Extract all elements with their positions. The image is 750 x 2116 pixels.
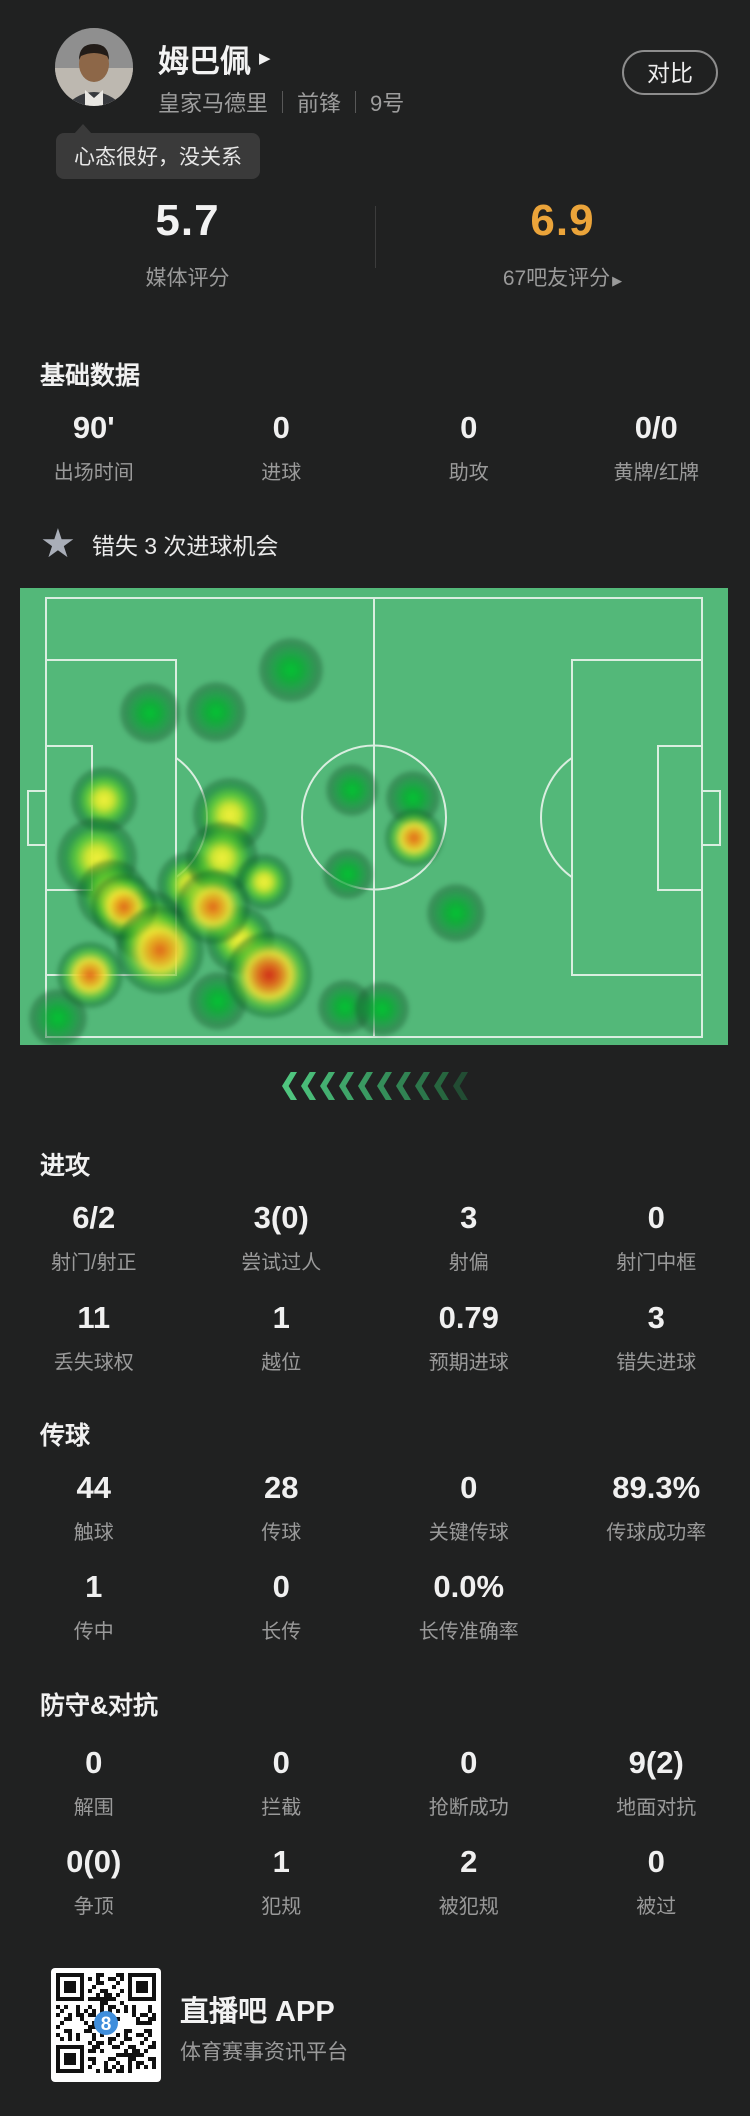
stat-cell: 0 进球 <box>261 410 302 484</box>
player-dropdown-icon: ▶ <box>259 50 271 67</box>
attack-direction-arrows <box>0 1072 750 1100</box>
qr-code: 8 <box>51 1968 161 2082</box>
player-number: 9号 <box>370 91 405 116</box>
left-chevron-icon <box>320 1072 335 1100</box>
stat-cell: 28 传球 <box>261 1470 302 1544</box>
basic-stats-grid: 90' 出场时间 0 进球 0 助攻 0/0 黄牌/红牌 <box>0 410 750 485</box>
section-title-passing: 传球 <box>40 1422 91 1450</box>
stat-cell: 0.79 预期进球 <box>428 1300 509 1374</box>
passing-stats-grid: 44 触球 28 传球 0 关键传球 89.3% 传球成功率 1 传中 0 长传 0.0% 长… <box>0 1470 750 1644</box>
pitch-lines <box>27 597 721 1038</box>
stat-cell: 1 传中 <box>73 1569 114 1643</box>
stat-cell: 1 犯规 <box>261 1844 302 1918</box>
stat-cell: 90' 出场时间 <box>53 410 134 484</box>
left-chevron-icon <box>434 1072 449 1100</box>
stat-cell: 0.0% 长传准确率 <box>418 1569 519 1643</box>
stat-cell: 44 触球 <box>73 1470 114 1544</box>
stat-cell: 9(2) 地面对抗 <box>616 1745 697 1819</box>
avatar-photo-placeholder <box>55 28 133 106</box>
player-position: 前锋 <box>297 91 342 116</box>
player-heatmap <box>20 588 728 1045</box>
stat-cell: 3 射偏 <box>448 1200 489 1274</box>
divider <box>282 91 284 113</box>
stat-cell: 0 拦截 <box>261 1745 302 1819</box>
fan-rating[interactable]: 6.9 67吧友评分 ▶ <box>375 196 750 292</box>
left-chevron-icon <box>358 1072 373 1100</box>
team-name: 皇家马德里 <box>158 91 269 116</box>
player-subtitle: 皇家马德里 前锋 9号 <box>158 86 404 118</box>
fan-rating-label: 67吧友评分 ▶ <box>502 267 623 290</box>
divider <box>375 206 376 268</box>
stat-cell: 0 长传 <box>261 1569 302 1643</box>
section-title-basic: 基础数据 <box>40 362 141 390</box>
star-icon: ★ <box>40 522 76 566</box>
stat-cell: 0 被过 <box>636 1844 677 1918</box>
stat-cell: 6/2 射门/射正 <box>50 1200 137 1274</box>
stat-cell: 0 解围 <box>73 1745 114 1819</box>
player-tag-bubble: 心态很好，没关系 <box>56 124 260 179</box>
stat-cell: 0 助攻 <box>448 410 489 484</box>
media-rating-value: 5.7 <box>155 196 220 245</box>
ratings-section: 5.7 媒体评分 6.9 67吧友评分 ▶ <box>0 196 750 306</box>
fan-rating-value: 6.9 <box>530 196 595 245</box>
app-name: 直播吧 APP <box>180 1996 335 2028</box>
svg-text:8: 8 <box>101 2014 112 2035</box>
left-chevron-icon <box>396 1072 411 1100</box>
media-rating-label: 媒体评分 <box>145 267 230 290</box>
highlight-row: ★ 错失 3 次进球机会 <box>40 524 278 564</box>
left-chevron-icon <box>339 1072 354 1100</box>
section-title-attack: 进攻 <box>40 1152 91 1180</box>
stat-cell: 1 越位 <box>261 1300 302 1374</box>
left-chevron-icon <box>415 1072 430 1100</box>
stat-cell: 0 关键传球 <box>428 1470 509 1544</box>
highlight-text: 错失 3 次进球机会 <box>91 533 279 559</box>
player-name[interactable]: 姆巴佩 ▶ <box>158 36 271 81</box>
left-chevron-icon <box>377 1072 392 1100</box>
left-chevron-icon <box>453 1072 468 1100</box>
media-rating: 5.7 媒体评分 <box>0 196 375 292</box>
stat-cell: 0 射门中框 <box>616 1200 697 1274</box>
section-title-defense: 防守&对抗 <box>40 1692 159 1720</box>
stat-cell: 89.3% 传球成功率 <box>606 1470 707 1544</box>
stat-cell: 0/0 黄牌/红牌 <box>613 410 700 484</box>
stat-cell: 3 错失进球 <box>616 1300 697 1374</box>
qr-code-image: 8 <box>56 1972 156 2078</box>
stat-cell: 2 被犯规 <box>438 1844 499 1918</box>
player-name-text: 姆巴佩 <box>158 44 251 79</box>
stat-cell: 0(0) 争顶 <box>66 1844 122 1918</box>
left-chevron-icon <box>282 1072 297 1100</box>
left-chevron-icon <box>301 1072 316 1100</box>
more-icon: ▶ <box>612 273 623 288</box>
stat-cell: 11 丢失球权 <box>53 1300 134 1374</box>
defense-stats-grid: 0 解围 0 拦截 0 抢断成功 9(2) 地面对抗 0(0) 争顶 1 犯规 2 被犯规 0… <box>0 1745 750 1919</box>
attack-stats-grid: 6/2 射门/射正 3(0) 尝试过人 3 射偏 0 射门中框 11 丢失球权 1 越位 0… <box>0 1200 750 1375</box>
app-tagline: 体育赛事资讯平台 <box>180 2041 348 2064</box>
stat-cell: 3(0) 尝试过人 <box>241 1200 322 1274</box>
divider <box>355 91 357 113</box>
stat-cell: 0 抢断成功 <box>428 1745 509 1819</box>
player-avatar[interactable] <box>55 28 133 106</box>
compare-button[interactable]: 对比 <box>622 50 718 95</box>
